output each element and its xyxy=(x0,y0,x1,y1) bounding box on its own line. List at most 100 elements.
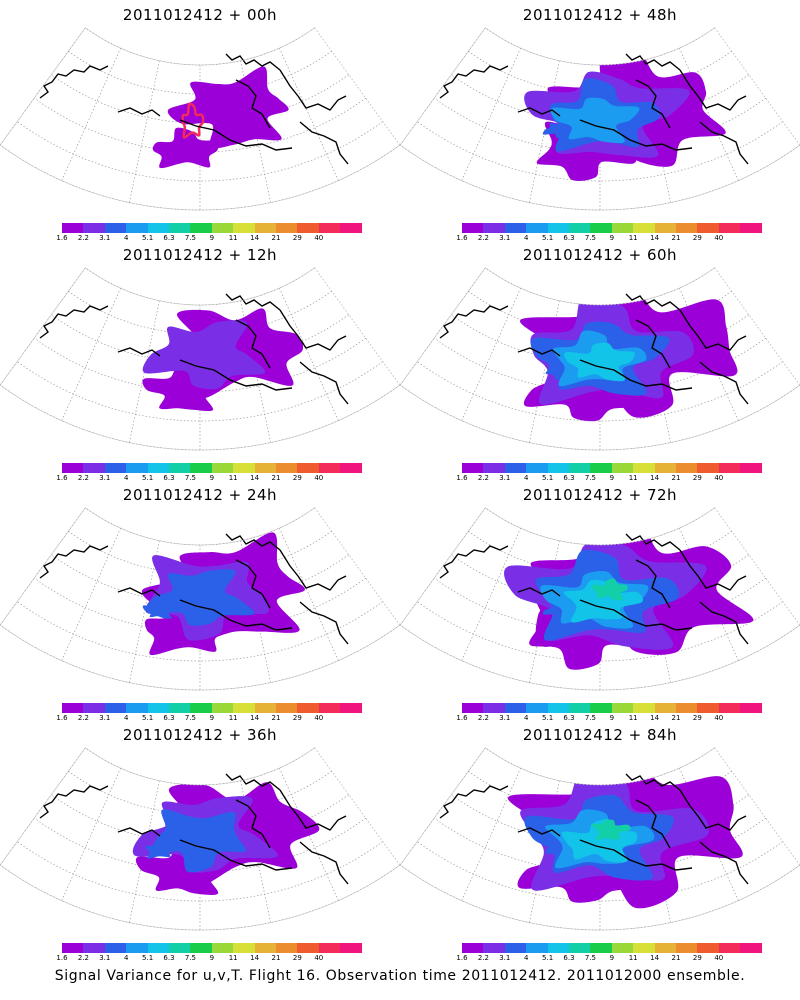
colorbar-label: 5.1 xyxy=(542,474,554,482)
colorbar-swatch xyxy=(340,223,362,233)
panel-title: 2011012412 + 00h xyxy=(122,6,278,24)
colorbar-swatch xyxy=(126,703,148,713)
colorbar-swatch xyxy=(297,703,319,713)
colorbar-swatch xyxy=(633,463,655,473)
colorbar-swatch xyxy=(633,223,655,233)
colorbar-label: 40 xyxy=(314,474,324,482)
colorbar-swatch xyxy=(104,223,127,233)
colorbar-label: 9 xyxy=(609,474,615,482)
colorbar-label: 14 xyxy=(650,714,660,722)
colorbar-swatch xyxy=(590,223,612,233)
coastlines xyxy=(439,293,749,405)
colorbar-swatch xyxy=(718,943,741,953)
variance-field xyxy=(142,308,304,412)
colorbar-label: 11 xyxy=(228,954,238,962)
colorbar-swatch xyxy=(526,463,548,473)
colorbar-swatch xyxy=(62,463,84,473)
colorbar-label: 6.3 xyxy=(563,714,575,722)
colorbar-swatch xyxy=(340,943,362,953)
colorbar: 1.6 2.2 3.1 4 5.1 6.3 7.5 9 11 14 21 29 40 xyxy=(456,223,762,247)
colorbar-swatch xyxy=(590,943,612,953)
colorbar: 1.6 2.2 3.1 4 5.1 6.3 7.5 9 11 14 21 29 40 xyxy=(56,463,362,487)
colorbar-label: 29 xyxy=(292,954,302,962)
colorbar: 1.6 2.2 3.1 4 5.1 6.3 7.5 9 11 14 21 29 40 xyxy=(456,943,762,967)
colorbar-label: 29 xyxy=(692,954,702,962)
colorbar-swatch xyxy=(147,943,170,953)
colorbar-label: 1.6 xyxy=(456,234,468,242)
colorbar-label: 11 xyxy=(228,474,238,482)
colorbar: 1.6 2.2 3.1 4 5.1 6.3 7.5 9 11 14 21 29 40 xyxy=(456,703,762,727)
colorbar-label: 21 xyxy=(671,474,681,482)
variance-field xyxy=(520,289,738,422)
colorbar-label: 2.2 xyxy=(477,234,489,242)
colorbar-swatch xyxy=(169,223,191,233)
colorbar-label: 3.1 xyxy=(499,474,511,482)
colorbar-swatch xyxy=(504,223,527,233)
colorbar-swatch xyxy=(483,943,505,953)
colorbar-swatch xyxy=(340,463,362,473)
colorbar-label: 21 xyxy=(671,954,681,962)
colorbar-label: 40 xyxy=(314,234,324,242)
colorbar-label: 2.2 xyxy=(77,474,89,482)
colorbar-swatch xyxy=(569,463,591,473)
colorbar-label: 6.3 xyxy=(563,954,575,962)
colorbar-swatch xyxy=(318,463,341,473)
colorbar-swatch xyxy=(740,943,762,953)
colorbar-swatch xyxy=(547,943,570,953)
colorbar-label: 2.2 xyxy=(77,714,89,722)
variance-field xyxy=(132,782,320,895)
colorbar-swatch xyxy=(483,463,505,473)
polar-map xyxy=(0,267,400,451)
colorbar-label: 4 xyxy=(123,474,129,482)
colorbar-swatch xyxy=(233,703,255,713)
colorbar-swatch xyxy=(169,943,191,953)
colorbar-label: 1.6 xyxy=(56,234,68,242)
colorbar-swatch xyxy=(211,223,234,233)
map-panel-p72: 2011012412 + 72h 1.6 2.2 3.1 4 5.1 6.3 7.5 9 11 14… xyxy=(400,480,800,730)
colorbar-label: 5.1 xyxy=(142,234,154,242)
colorbar-label: 1.6 xyxy=(456,954,468,962)
colorbar-label: 2.2 xyxy=(477,474,489,482)
map-panel-p36: 2011012412 + 36h 1.6 2.2 3.1 4 5.1 6.3 7.5 9 11 14… xyxy=(0,720,400,970)
colorbar-swatch xyxy=(126,463,148,473)
colorbar-label: 1.6 xyxy=(56,954,68,962)
colorbar-label: 3.1 xyxy=(99,954,111,962)
colorbar-swatch xyxy=(233,223,255,233)
colorbar-label: 5.1 xyxy=(142,954,154,962)
colorbar-swatch xyxy=(276,703,298,713)
colorbar-swatch xyxy=(547,463,570,473)
colorbar-swatch xyxy=(318,943,341,953)
panel-title: 2011012412 + 48h xyxy=(522,6,678,24)
colorbar-swatch xyxy=(654,223,677,233)
colorbar-label: 1.6 xyxy=(456,474,468,482)
colorbar-label: 6.3 xyxy=(563,234,575,242)
colorbar-label: 14 xyxy=(250,954,260,962)
colorbar-label: 9 xyxy=(209,234,215,242)
colorbar-swatch xyxy=(318,703,341,713)
coastlines xyxy=(39,533,349,645)
colorbar-swatch xyxy=(126,223,148,233)
map-panel-p24: 2011012412 + 24h 1.6 2.2 3.1 4 5.1 6.3 7.5 9 11 14… xyxy=(0,480,400,730)
colorbar-label: 21 xyxy=(271,714,281,722)
polar-map xyxy=(400,507,800,691)
colorbar-swatch xyxy=(462,703,484,713)
colorbar-label: 11 xyxy=(628,954,638,962)
coastlines xyxy=(439,773,749,885)
colorbar-swatch xyxy=(147,223,170,233)
colorbar-label: 6.3 xyxy=(163,234,175,242)
colorbar-swatch xyxy=(254,943,277,953)
colorbar-swatch xyxy=(233,463,255,473)
colorbar-label: 40 xyxy=(314,954,324,962)
map-panel-p60: 2011012412 + 60h 1.6 2.2 3.1 4 5.1 6.3 7.5 9 11 14… xyxy=(400,240,800,490)
panel-title: 2011012412 + 84h xyxy=(522,726,678,744)
colorbar-label: 14 xyxy=(250,234,260,242)
colorbar-swatch xyxy=(276,223,298,233)
colorbar-label: 9 xyxy=(209,474,215,482)
colorbar-label: 14 xyxy=(650,234,660,242)
colorbar-swatch xyxy=(697,223,719,233)
colorbar-swatch xyxy=(126,943,148,953)
colorbar-label: 11 xyxy=(628,474,638,482)
colorbar-swatch xyxy=(611,943,634,953)
colorbar-label: 14 xyxy=(250,714,260,722)
colorbar-label: 7.5 xyxy=(584,474,596,482)
